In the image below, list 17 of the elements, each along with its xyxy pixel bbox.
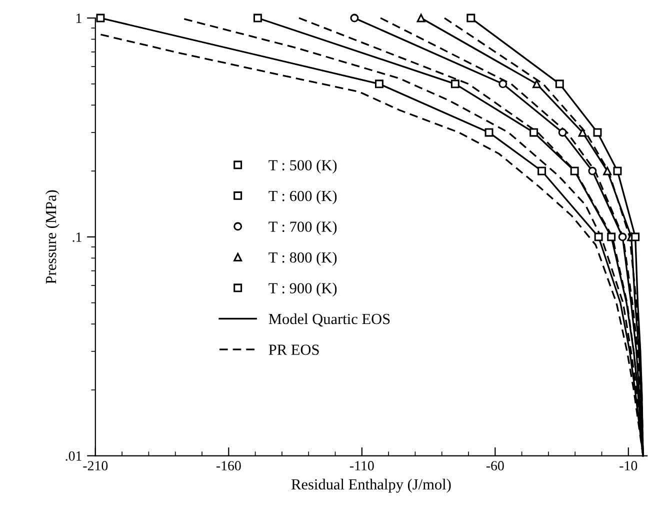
x-tick-label: -160 [216, 461, 241, 470]
x-tick-label: -210 [83, 461, 108, 470]
x-tick-label: -10 [620, 461, 638, 470]
legend-label: Model Quartic EOS [268, 313, 390, 326]
legend-label: T : 900 (K) [268, 282, 337, 297]
y-tick-label: 1 [76, 14, 82, 23]
x-tick-label: -110 [350, 461, 374, 470]
y-tick-label: .01 [66, 451, 82, 461]
x-axis-title: Residual Enthalpy (J/mol) [291, 478, 451, 493]
x-tick-label: -60 [486, 461, 504, 470]
legend-label: T : 500 (K) [268, 160, 337, 174]
y-axis-title: Pressure (MPa) [45, 190, 60, 284]
legend-label: T : 800 (K) [268, 252, 337, 266]
legend-label: T : 600 (K) [268, 190, 337, 204]
y-tick-label: .1 [72, 232, 82, 242]
legend-label: T : 700 (K) [268, 221, 337, 236]
legend-label: PR EOS [268, 344, 319, 355]
